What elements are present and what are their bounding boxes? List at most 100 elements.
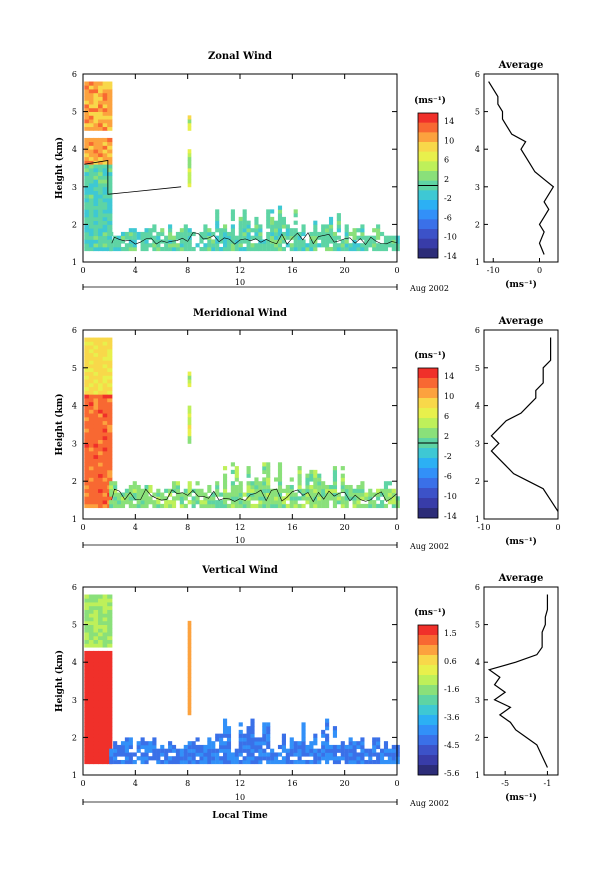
heatmap-cell [93,194,99,199]
heatmap-cell [191,748,196,753]
heatmap-cell [258,496,263,501]
heatmap-cell [391,503,396,509]
heatmap-cell [84,447,90,452]
heatmap-cell [84,183,90,188]
heatmap-cell [348,759,353,765]
heatmap-cell [187,183,192,188]
heatmap-cell [102,171,108,176]
heatmap-cell [372,737,377,742]
heatmap-cell [164,246,169,252]
heatmap-cell [364,503,369,509]
heatmap-cell [117,752,122,757]
heatmap-cell [352,496,357,501]
colorbar-swatch [418,209,438,220]
heatmap-cell [325,733,330,738]
heatmap-cell [171,500,177,505]
heatmap-cell [107,620,113,625]
heatmap-cell [93,500,99,505]
heatmap-cell [203,752,208,757]
heatmap-cell [340,246,345,252]
heatmap-cell [289,748,294,753]
heatmap-cell [93,137,99,143]
heatmap-cell [93,198,99,203]
heatmap-cell [297,484,302,490]
heatmap-cell [183,503,188,509]
heatmap-cell [332,733,338,738]
heatmap-cell [246,246,251,252]
heatmap-cell [93,190,99,195]
y-tick-label: 4 [72,145,77,154]
colorbar-swatch [418,458,438,469]
heatmap-cell [277,228,283,233]
heatmap-cell [102,92,108,97]
heatmap-cell [270,488,275,493]
average-x-tick-label: -10 [478,523,491,532]
heatmap-cell [124,752,129,757]
heatmap-cell [84,673,90,678]
heatmap-cell [84,500,90,505]
heatmap-cell [93,224,99,229]
heatmap-cell [187,171,192,176]
heatmap-cell [144,752,149,757]
heatmap-cell [156,752,161,757]
heatmap-cell [117,235,122,240]
heatmap-cell [285,231,290,237]
heatmap-cell [152,503,157,509]
heatmap-cell [88,639,95,644]
heatmap-cell [219,759,224,765]
heatmap-cell [301,759,306,765]
heatmap-cell [156,748,161,753]
heatmap-cell [93,635,99,641]
x-tick-label: 8 [185,523,190,532]
heatmap-cell [219,503,224,509]
heatmap-cell [254,220,259,225]
x-tick-label: 0 [394,523,399,532]
heatmap-cell [187,115,192,120]
heatmap-cell [187,424,192,429]
heatmap-cell [84,231,90,237]
heatmap-cell [148,484,153,490]
heatmap-cell [98,152,104,158]
heatmap-cell [117,744,122,750]
heatmap-cell [391,759,396,765]
heatmap-cell [124,744,129,750]
heatmap-cell [230,235,235,240]
y-tick-label: 5 [72,108,77,117]
heatmap-cell [98,662,104,667]
heatmap-cell [195,737,200,742]
heatmap-cell [132,496,137,501]
heatmap-cell [175,759,181,765]
heatmap-cell [313,231,318,237]
heatmap-cell [88,348,95,354]
heatmap-cell [289,737,294,742]
heatmap-cell [285,492,290,497]
heatmap-cell [195,488,200,493]
heatmap-cell [203,748,208,753]
heatmap-cell [195,481,200,486]
heatmap-cell [368,488,373,493]
colorbar-tick-label: -10 [444,233,457,242]
heatmap-cell [297,496,302,501]
heatmap-cell [191,246,196,252]
heatmap-cell [348,243,353,248]
heatmap-cell [219,733,224,738]
heatmap-cell [195,744,200,750]
heatmap-cell [84,481,90,486]
heatmap-cell [325,246,330,252]
heatmap-cell [309,246,314,252]
heatmap-cell [297,759,302,765]
heatmap-cell [98,394,104,399]
heatmap-cell [376,231,381,237]
heatmap-cell [84,703,90,708]
heatmap-cell [152,741,157,746]
heatmap-cell [98,737,104,742]
heatmap-cell [98,681,104,686]
heatmap-cell [242,231,247,237]
heatmap-cell [148,231,153,237]
heatmap-cell [352,744,357,750]
heatmap-cell [226,737,232,742]
colorbar-swatch [418,122,438,133]
heatmap-cell [187,692,192,697]
heatmap-cell [183,235,188,240]
heatmap-cell [144,488,149,493]
